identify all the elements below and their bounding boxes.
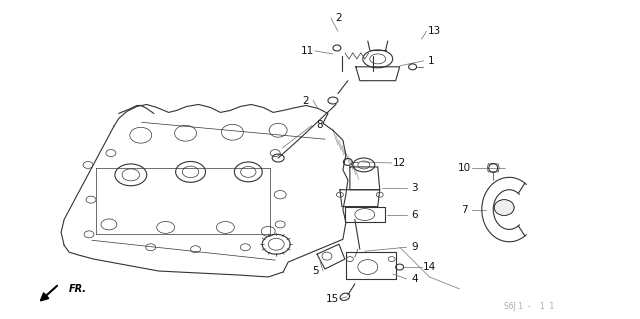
Text: 2: 2 bbox=[335, 13, 342, 23]
Text: 3: 3 bbox=[412, 183, 418, 193]
Text: 8: 8 bbox=[317, 120, 323, 130]
Text: 12: 12 bbox=[393, 158, 406, 168]
Text: 7: 7 bbox=[461, 204, 468, 215]
Ellipse shape bbox=[494, 200, 514, 216]
Text: 9: 9 bbox=[412, 242, 418, 252]
Text: 15: 15 bbox=[325, 294, 339, 304]
Text: S6J 1  -    1  1: S6J 1 - 1 1 bbox=[504, 302, 554, 311]
Text: 10: 10 bbox=[458, 163, 471, 173]
Text: FR.: FR. bbox=[69, 284, 87, 294]
Text: 4: 4 bbox=[412, 274, 418, 284]
Text: 6: 6 bbox=[412, 210, 418, 219]
Text: 14: 14 bbox=[423, 262, 436, 272]
Text: 1: 1 bbox=[428, 56, 435, 66]
Text: 5: 5 bbox=[312, 266, 318, 276]
Text: 11: 11 bbox=[300, 46, 314, 56]
Text: 13: 13 bbox=[428, 26, 441, 36]
Text: 2: 2 bbox=[301, 95, 308, 106]
